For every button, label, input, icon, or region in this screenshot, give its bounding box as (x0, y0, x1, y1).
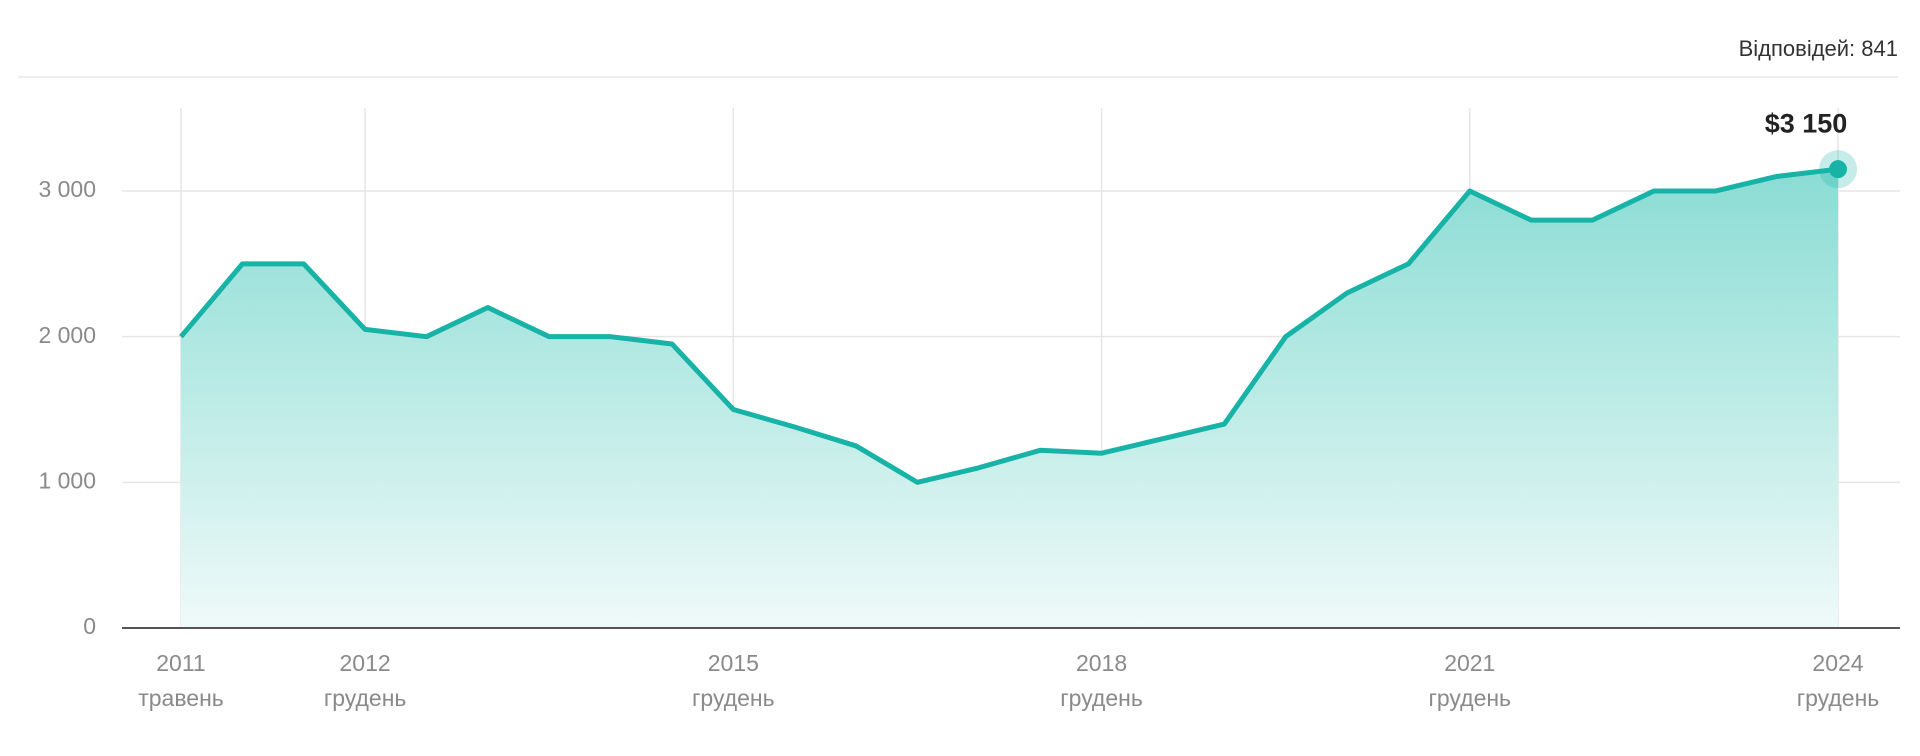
x-tick-label: 2015 (708, 650, 759, 676)
x-tick-sublabel: травень (138, 685, 224, 711)
y-tick-label: 3 000 (38, 176, 96, 202)
y-tick-label: 1 000 (38, 467, 96, 493)
area (181, 169, 1838, 629)
point (1829, 160, 1847, 179)
x-tick-label: 2018 (1076, 650, 1127, 676)
x-tick-sublabel: грудень (1428, 685, 1511, 711)
value-label: $3 150 (1765, 108, 1848, 138)
x-tick-label: 2021 (1444, 650, 1495, 676)
x-tick-sublabel: грудень (1060, 685, 1143, 711)
y-tick-label: 2 000 (38, 322, 96, 348)
x-tick-sublabel: грудень (1797, 685, 1880, 711)
responses-count: Відповідей: 841 (1739, 36, 1898, 61)
x-tick-label: 2012 (340, 650, 391, 676)
x-tick-sublabel: грудень (324, 685, 407, 711)
x-tick-sublabel: грудень (692, 685, 775, 711)
line (179, 166, 1839, 485)
x-tick-label: 2011 (156, 650, 205, 676)
x-tick-label: 2024 (1812, 650, 1863, 676)
y-tick-label: 0 (83, 613, 96, 639)
